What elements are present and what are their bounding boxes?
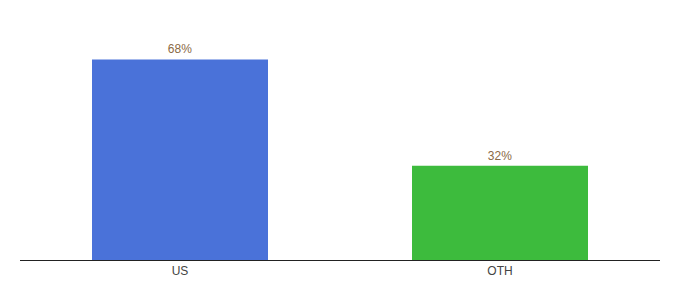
svg-text:32%: 32% — [488, 149, 512, 163]
svg-text:OTH: OTH — [487, 264, 512, 278]
svg-text:US: US — [172, 264, 189, 278]
svg-text:68%: 68% — [168, 42, 192, 56]
